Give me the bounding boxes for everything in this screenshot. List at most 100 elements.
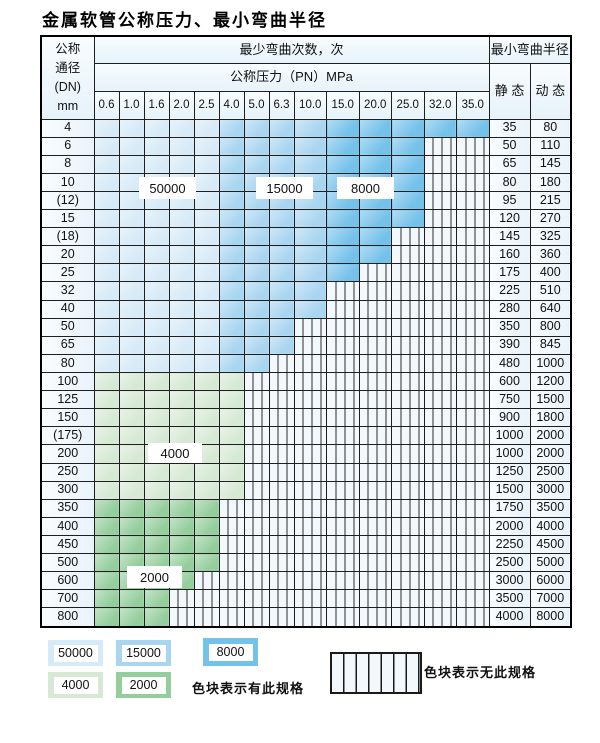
no-spec-cell	[358, 516, 392, 537]
spec-available-cell	[143, 299, 170, 319]
no-spec-cell	[268, 589, 295, 609]
dn-cell: 25	[40, 263, 95, 283]
spec-available-cell	[193, 462, 220, 482]
spec-available-cell	[268, 317, 295, 337]
spec-available-cell	[118, 535, 145, 555]
spec-available-cell	[358, 118, 392, 138]
spec-available-cell	[118, 607, 145, 628]
no-spec-cell	[358, 281, 392, 301]
static-radius-cell: 480	[488, 353, 531, 374]
static-radius-cell: 2000	[488, 516, 531, 537]
legend-swatch-15000: 15000	[116, 640, 171, 666]
no-spec-cell	[168, 607, 195, 628]
spec-available-cell	[93, 589, 120, 609]
min-cycles-header: 最少弯曲次数，次	[93, 35, 490, 64]
spec-available-cell	[168, 245, 195, 265]
no-spec-cell	[358, 408, 392, 428]
legend-swatch-50000: 50000	[48, 640, 103, 666]
spec-available-cell	[93, 317, 120, 337]
spec-available-cell	[143, 263, 170, 283]
no-spec-cell	[358, 498, 392, 518]
spec-available-cell	[168, 372, 195, 392]
dn-header-line: (DN)	[54, 79, 81, 94]
pressure-col-header: 0.6	[93, 90, 120, 120]
table-row: 250 1250 2500	[40, 462, 572, 482]
spec-available-cell	[168, 462, 195, 482]
no-spec-cell	[456, 154, 490, 174]
no-spec-cell	[293, 607, 327, 628]
spec-available-cell	[118, 227, 145, 247]
no-spec-cell	[193, 607, 220, 628]
dn-cell: 800	[40, 607, 95, 628]
dn-cell: 250	[40, 462, 95, 482]
legend-note-has-spec: 色块表示有此规格	[192, 681, 305, 696]
spec-available-cell	[218, 390, 245, 410]
spec-available-cell	[93, 209, 120, 229]
spec-available-cell	[143, 245, 170, 265]
spec-available-cell	[93, 190, 120, 211]
spec-available-cell	[143, 390, 170, 410]
spec-available-cell	[293, 299, 327, 319]
spec-available-cell	[118, 118, 145, 138]
legend-note-no-spec: 色块表示无此规格	[424, 665, 537, 680]
spec-available-cell	[143, 227, 170, 247]
table-row: (175) 1000 2000	[40, 426, 572, 446]
dn-cell: 80	[40, 353, 95, 374]
dynamic-radius-cell: 2500	[529, 462, 572, 482]
table-row: 125 750 1500	[40, 390, 572, 410]
no-spec-cell	[423, 372, 457, 392]
dn-header-line: mm	[57, 98, 79, 113]
dynamic-radius-cell: 4500	[529, 535, 572, 555]
spec-available-cell	[93, 281, 120, 301]
spec-available-cell	[93, 245, 120, 265]
dn-header-line: 公称	[55, 42, 81, 57]
spec-available-cell	[118, 426, 145, 446]
no-spec-cell	[358, 553, 392, 573]
pressure-col-header: 2.5	[193, 90, 220, 120]
no-spec-cell	[358, 480, 392, 500]
spec-available-cell	[391, 118, 425, 138]
spec-available-cell	[218, 335, 245, 355]
spec-available-cell	[218, 172, 245, 192]
no-spec-cell	[358, 462, 392, 482]
spec-available-cell	[93, 462, 120, 482]
table-row: 500 2500 5000	[40, 553, 572, 573]
spec-available-cell	[423, 118, 457, 138]
no-spec-cell	[391, 607, 425, 628]
spec-available-cell	[168, 535, 195, 555]
spec-available-cell	[93, 426, 120, 446]
spec-available-cell	[326, 245, 360, 265]
pressure-col-header: 25.0	[391, 90, 425, 120]
static-radius-cell: 2500	[488, 553, 531, 573]
spec-available-cell	[118, 190, 145, 211]
spec-available-cell	[168, 408, 195, 428]
spec-available-cell	[118, 462, 145, 482]
spec-available-cell	[358, 154, 392, 174]
no-spec-cell	[456, 444, 490, 464]
no-spec-cell	[456, 209, 490, 229]
cycle-label-8000: 8000	[337, 177, 394, 199]
no-spec-cell	[268, 480, 295, 500]
static-radius-cell: 1500	[488, 480, 531, 500]
no-spec-cell	[391, 353, 425, 374]
dn-cell: (12)	[40, 190, 95, 211]
spec-available-cell	[218, 263, 245, 283]
no-spec-cell	[293, 480, 327, 500]
spec-available-cell	[243, 353, 270, 374]
spec-available-cell	[268, 281, 295, 301]
spec-available-cell	[243, 154, 270, 174]
static-radius-cell: 35	[488, 118, 531, 138]
no-spec-cell	[423, 480, 457, 500]
spec-available-cell	[93, 372, 120, 392]
dynamic-radius-cell: 6000	[529, 571, 572, 591]
no-spec-cell	[326, 553, 360, 573]
spec-available-cell	[243, 118, 270, 138]
no-spec-cell	[358, 372, 392, 392]
no-spec-cell	[423, 353, 457, 374]
no-spec-cell	[218, 607, 245, 628]
no-spec-cell	[268, 372, 295, 392]
spec-available-cell	[293, 209, 327, 229]
spec-available-cell	[193, 245, 220, 265]
spec-available-cell	[268, 154, 295, 174]
spec-available-cell	[93, 172, 120, 192]
